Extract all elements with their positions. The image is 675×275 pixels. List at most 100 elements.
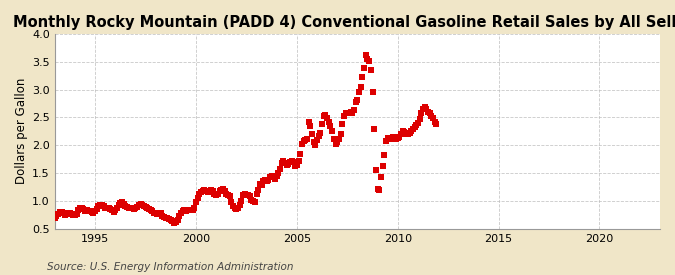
Point <box>275 167 286 171</box>
Point <box>189 206 200 210</box>
Point <box>70 213 80 217</box>
Point <box>251 192 262 196</box>
Point <box>231 207 242 211</box>
Point <box>83 209 94 213</box>
Point <box>132 205 142 209</box>
Point <box>329 136 340 141</box>
Point <box>333 136 344 141</box>
Point <box>348 108 359 112</box>
Text: Source: U.S. Energy Information Administration: Source: U.S. Energy Information Administ… <box>47 262 294 272</box>
Point <box>152 211 163 216</box>
Point <box>406 128 416 133</box>
Point <box>241 193 252 197</box>
Point <box>211 193 221 197</box>
Point <box>320 112 331 117</box>
Point <box>124 205 134 210</box>
Point <box>244 194 255 199</box>
Point <box>350 100 361 104</box>
Point <box>75 205 86 210</box>
Point <box>298 139 309 144</box>
Point <box>172 218 183 222</box>
Point <box>392 136 403 140</box>
Point <box>135 201 146 206</box>
Point <box>259 177 270 182</box>
Point <box>234 203 245 207</box>
Point <box>418 107 429 111</box>
Point <box>246 197 257 202</box>
Point <box>49 215 60 220</box>
Point <box>431 122 442 126</box>
Point <box>389 135 400 139</box>
Point <box>207 189 218 193</box>
Point <box>409 125 420 129</box>
Point <box>180 209 191 213</box>
Point <box>367 90 378 95</box>
Point <box>248 199 259 204</box>
Point <box>61 212 72 216</box>
Point <box>184 208 194 213</box>
Point <box>261 179 272 183</box>
Point <box>295 152 306 156</box>
Point <box>323 120 334 124</box>
Point <box>68 213 79 217</box>
Point <box>214 189 225 194</box>
Point <box>73 208 84 213</box>
Point <box>196 190 207 195</box>
Point <box>379 153 389 157</box>
Point <box>72 211 82 216</box>
Point <box>313 134 324 138</box>
Point <box>219 189 230 193</box>
Point <box>296 142 307 146</box>
Point <box>173 214 184 219</box>
Point <box>122 205 132 209</box>
Point <box>402 132 413 136</box>
Point <box>128 207 139 211</box>
Point <box>302 136 313 141</box>
Point <box>421 107 432 111</box>
Point <box>202 190 213 195</box>
Point <box>305 123 316 128</box>
Point <box>426 114 437 119</box>
Point <box>97 202 107 207</box>
Point <box>217 186 228 191</box>
Point <box>137 202 148 207</box>
Point <box>243 193 254 197</box>
Point <box>148 210 159 215</box>
Point <box>310 143 321 147</box>
Point <box>346 110 356 114</box>
Point <box>55 210 65 214</box>
Point <box>240 192 250 196</box>
Point <box>286 159 297 163</box>
Point <box>374 188 385 192</box>
Point <box>337 122 348 126</box>
Point <box>335 132 346 136</box>
Point <box>394 135 405 139</box>
Point <box>56 210 67 214</box>
Point <box>127 206 138 210</box>
Point <box>147 209 158 214</box>
Point <box>162 216 173 220</box>
Point <box>118 202 129 206</box>
Point <box>358 66 369 71</box>
Point <box>327 129 338 133</box>
Point <box>382 136 393 140</box>
Point <box>190 200 201 204</box>
Point <box>51 214 62 219</box>
Y-axis label: Dollars per Gallon: Dollars per Gallon <box>15 78 28 185</box>
Point <box>192 196 203 200</box>
Point <box>142 205 153 210</box>
Point <box>157 214 168 218</box>
Point <box>204 189 215 193</box>
Point <box>58 211 69 215</box>
Point <box>164 216 175 221</box>
Point <box>88 210 99 215</box>
Point <box>134 202 144 207</box>
Point <box>258 179 269 183</box>
Point <box>176 211 186 215</box>
Point <box>265 175 275 180</box>
Point <box>414 117 425 121</box>
Point <box>177 209 188 213</box>
Point <box>354 90 364 95</box>
Title: Monthly Rocky Mountain (PADD 4) Conventional Gasoline Retail Sales by All Seller: Monthly Rocky Mountain (PADD 4) Conventi… <box>13 15 675 30</box>
Point <box>233 206 244 210</box>
